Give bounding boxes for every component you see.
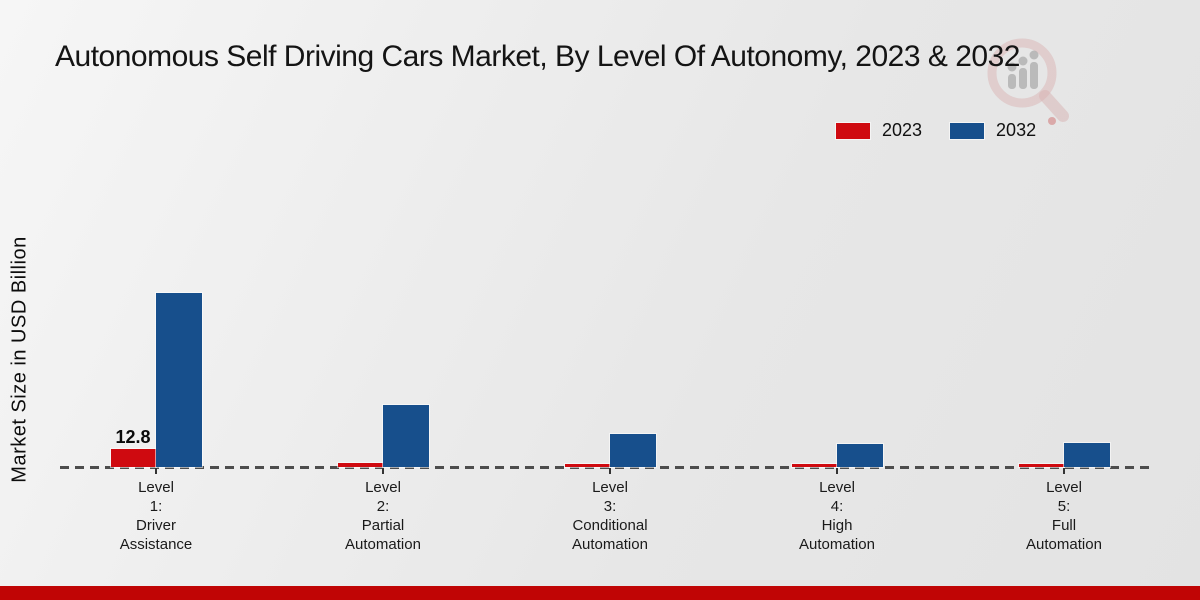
legend-swatch-2023 [836,122,870,139]
x-axis-tick [382,468,384,474]
x-axis-tick [155,468,157,474]
bar-2023-group-1 [111,449,156,467]
x-axis-category-label-line: Automation [572,536,648,553]
x-axis-category-label-line: 3: [603,498,617,515]
bar-2032-group-1 [156,293,202,467]
x-axis-category-label-line: Driver [136,517,176,534]
x-axis-category-label-line: 5: [1057,498,1071,515]
x-axis-category-label-line: 1: [149,498,163,515]
x-axis-category-label-line: Automation [345,536,421,553]
x-axis-category-label-line: Level [138,479,174,496]
legend-item-2023: 2023 [836,120,922,141]
x-axis-category-label-line: Assistance [119,536,193,553]
legend-label-2032: 2032 [996,120,1037,140]
x-axis-tick [836,468,838,474]
x-axis-tick [1063,468,1065,474]
x-axis-category-label: Level 4: High Automation [752,478,922,554]
x-axis-category-label-line: Automation [799,536,875,553]
x-axis-tick [609,468,611,474]
x-axis-category-label-line: Level [1046,479,1082,496]
x-axis-category-label-line: Level [819,479,855,496]
x-axis-category-label-line: High [821,517,853,534]
x-axis-category-label: Level 3: Conditional Automation [525,478,695,554]
x-axis-baseline [60,466,1155,469]
chart-title: Autonomous Self Driving Cars Market, By … [55,40,1020,73]
x-axis-category-label: Level 5: Full Automation [979,478,1149,554]
bar-2023-group-4 [792,464,837,467]
bar-2023-group-2 [338,463,383,467]
legend-label-2023: 2023 [882,120,923,140]
legend-item-2032: 2032 [950,120,1036,141]
footer-stripe [0,586,1200,600]
x-axis-category-label: Level 2: Partial Automation [298,478,468,554]
bar-2032-group-3 [610,434,656,467]
bar-2023-group-5 [1019,464,1064,467]
bar-2032-group-5 [1064,443,1110,467]
bar-2023-group-3 [565,464,610,467]
x-axis-category-label-line: Automation [1026,536,1102,553]
x-axis-category-label-line: 2: [376,498,390,515]
x-axis-category-label-line: Full [1051,517,1077,534]
bar-2032-group-2 [383,405,429,467]
magnifier-bar-chart-logo-icon [987,38,1069,125]
x-axis-category-label: Level 1: Driver Assistance [71,478,241,554]
x-axis-category-label-line: Level [592,479,628,496]
x-axis-category-label-line: Partial [361,517,405,534]
bar-2032-group-4 [837,444,883,467]
legend: 2023 2032 [836,120,1036,141]
bar-value-label: 12.8 [115,427,151,447]
watermark-logo [982,30,1082,131]
y-axis-label: Market Size in USD Billion [8,236,31,483]
legend-swatch-2032 [950,122,985,139]
x-axis-category-label-line: Conditional [572,517,648,534]
x-axis-category-label-line: Level [365,479,401,496]
x-axis-category-label-line: 4: [830,498,844,515]
